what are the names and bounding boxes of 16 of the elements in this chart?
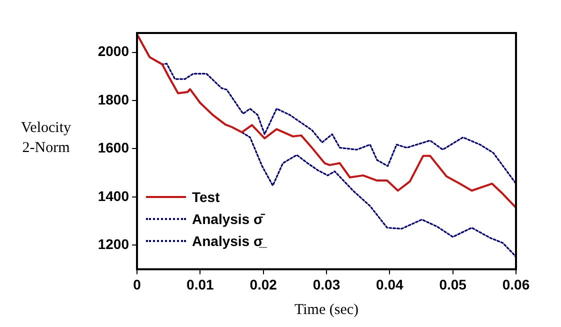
y-tick-label: 1200 [98, 236, 130, 252]
x-tick-label: 0.02 [250, 276, 278, 292]
x-tick-label: 0.01 [186, 276, 214, 292]
y-tick-label: 1400 [98, 188, 130, 204]
x-tick-label: 0.06 [502, 276, 530, 292]
y-tick-label: 2000 [98, 43, 130, 60]
legend-label: Test [192, 189, 220, 205]
x-tick-label: 0.03 [312, 276, 340, 292]
x-tick-label: 0.04 [376, 276, 404, 292]
x-axis-title: Time (sec) [294, 302, 359, 318]
y-tick-label: 1600 [98, 140, 130, 156]
legend-label: Analysis σ̄ [192, 211, 264, 227]
x-tick-label: 0 [133, 276, 142, 292]
y-tick-label: 1800 [98, 91, 130, 108]
y-axis-title: Velocity 2-Norm [20, 119, 72, 158]
x-tick-label: 0.05 [439, 276, 467, 292]
